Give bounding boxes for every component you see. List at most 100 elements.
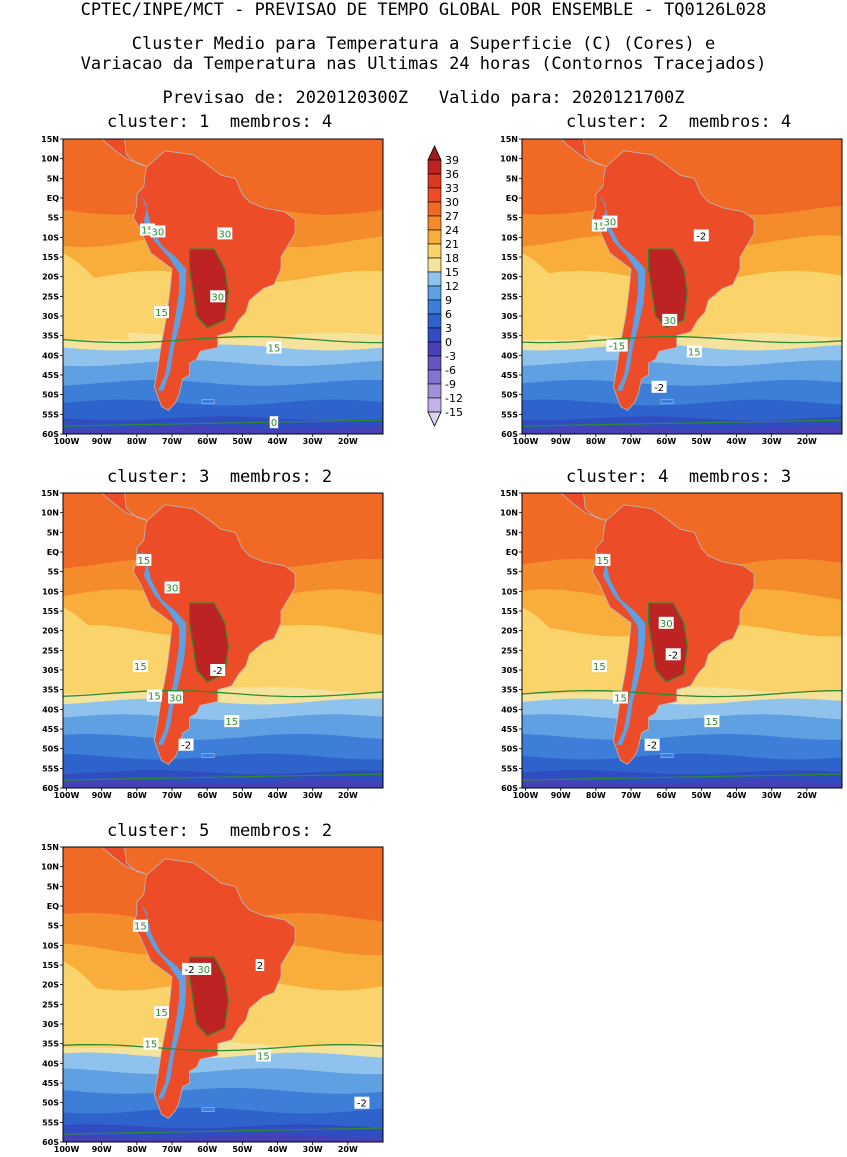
lon-label: 40W — [268, 437, 288, 446]
lat-label: 5S — [48, 922, 60, 931]
lon-label: 70W — [621, 791, 641, 800]
svg-text:15: 15 — [155, 1008, 168, 1019]
lon-label: 20W — [797, 437, 817, 446]
contour-label: 15 — [143, 1037, 159, 1051]
contour-label: -2 — [644, 738, 660, 752]
lat-label: 15N — [41, 135, 59, 144]
lat-label: 10N — [41, 155, 59, 164]
lon-label: 90W — [551, 791, 571, 800]
map-frame — [521, 492, 843, 789]
lat-label: 10S — [501, 587, 518, 596]
svg-text:15: 15 — [593, 662, 606, 673]
svg-text:30: 30 — [169, 694, 182, 705]
lat-label: 5N — [506, 528, 518, 537]
colorbar-cell — [427, 313, 442, 329]
lon-label: 30W — [303, 791, 323, 800]
contour-15 — [63, 689, 383, 698]
lon-label: 50W — [232, 1145, 252, 1154]
lat-label: 35S — [42, 686, 59, 695]
lat-label: EQ — [506, 194, 518, 203]
lon-label: 70W — [621, 437, 641, 446]
colorbar-cell — [427, 285, 442, 301]
colorbar-label: 18 — [445, 252, 459, 265]
lat-label: EQ — [47, 902, 59, 911]
svg-text:15: 15 — [138, 556, 151, 567]
lon-label: 70W — [162, 1145, 182, 1154]
lat-label: 30S — [42, 312, 59, 321]
contour-label: 15 — [704, 715, 720, 728]
lat-label: 15N — [500, 489, 518, 498]
lon-label: 50W — [232, 791, 252, 800]
lat-label: 45S — [42, 725, 59, 734]
map-frame — [521, 138, 843, 435]
svg-text:30: 30 — [660, 619, 673, 630]
lat-label: 15S — [501, 607, 518, 616]
contour-label: 15 — [132, 919, 148, 933]
lon-label: 20W — [338, 1145, 358, 1154]
lon-label: 100W — [54, 437, 80, 446]
colorbar-cell — [427, 383, 442, 399]
svg-text:15: 15 — [706, 717, 719, 728]
colorbar-cell — [427, 299, 442, 315]
colorbar-label: 15 — [445, 266, 459, 279]
lon-label: 40W — [727, 437, 747, 446]
lat-label: 50S — [42, 745, 59, 754]
colorbar-cell — [427, 201, 442, 217]
colorbar-cell — [427, 341, 442, 357]
map-panel-5: 15 -2 30 2 15 15 15 -2 15N 10N 5N EQ 5S 10S 15S 20S 25S 3… — [41, 843, 384, 1154]
lat-label: 45S — [42, 371, 59, 380]
lat-label: 20S — [501, 627, 518, 636]
colorbar-top-arrow — [427, 145, 442, 161]
svg-text:2: 2 — [257, 961, 263, 972]
panel-title-1: cluster: 1 membros: 4 — [107, 112, 333, 132]
falkland-islands — [660, 399, 674, 405]
lat-label: 15N — [41, 843, 59, 852]
colorbar-cell — [427, 173, 442, 189]
lat-label: 25S — [501, 646, 518, 655]
lon-label: 60W — [656, 437, 676, 446]
lat-label: 5S — [507, 568, 519, 577]
lat-label: 10N — [41, 509, 59, 518]
contour-label: 2 — [255, 959, 265, 972]
colorbar-label: -3 — [445, 350, 456, 363]
colorbar-label: 12 — [445, 280, 459, 293]
svg-text:0: 0 — [271, 418, 277, 429]
lat-label: 25S — [501, 292, 518, 301]
contour-label: 15 — [136, 553, 152, 567]
contour-15 — [63, 1043, 383, 1052]
lat-label: 40S — [501, 705, 518, 714]
lon-label: 60W — [197, 1145, 217, 1154]
lat-label: 55S — [42, 1118, 59, 1127]
hot-core-region — [647, 602, 688, 683]
colorbar-label: 21 — [445, 238, 459, 251]
contour-label: 15 — [224, 715, 240, 728]
lon-label: 100W — [513, 791, 539, 800]
lat-label: 20S — [42, 273, 59, 282]
lat-label: 15S — [501, 253, 518, 262]
falkland-islands — [201, 399, 215, 405]
colorbar-label: -9 — [445, 378, 456, 391]
lat-label: 20S — [501, 273, 518, 282]
contour-label: -2 — [210, 664, 226, 677]
map-frame — [62, 492, 384, 789]
colorbar-cell — [427, 215, 442, 231]
pacific-cool-tongue — [63, 607, 130, 694]
band-m3 — [63, 426, 383, 434]
map-panel-4: 15 30 -2 15 15 15 -2 15N 10N 5N EQ 5S 10S 15S 20S 25S 30… — [500, 489, 843, 800]
contour-label: 30 — [168, 691, 183, 705]
lat-label: EQ — [47, 194, 59, 203]
header-line-2: Cluster Medio para Temperatura a Superfi… — [131, 34, 716, 54]
lat-label: 10N — [41, 863, 59, 872]
lat-label: 10S — [42, 233, 59, 242]
svg-text:-15: -15 — [609, 342, 625, 353]
contour-label: 15 — [154, 1006, 169, 1019]
map-panel-2: 15 30 -2 30 -15 15 -2 15N 10N 5N EQ 5S 10S 15S 20S 25S 3… — [500, 135, 843, 446]
lat-label: 30S — [501, 312, 518, 321]
lat-label: 10N — [500, 509, 518, 518]
lat-label: 15N — [500, 135, 518, 144]
lon-label: 40W — [268, 1145, 288, 1154]
lon-label: 80W — [586, 791, 606, 800]
contour-label: 30 — [196, 962, 212, 976]
hot-core-region — [188, 602, 229, 683]
lat-label: 20S — [42, 981, 59, 990]
